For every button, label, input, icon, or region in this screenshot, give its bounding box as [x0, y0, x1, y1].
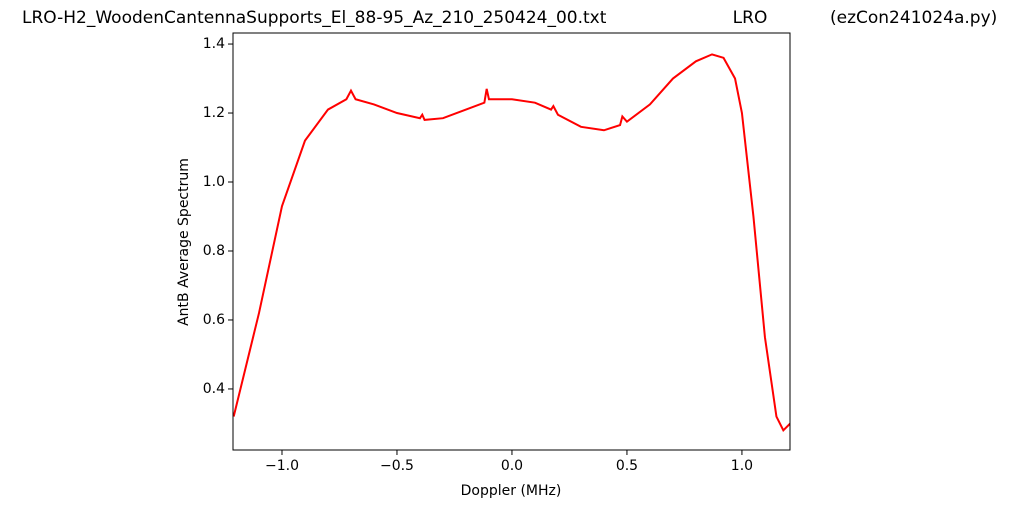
y-tick-label: 0.4	[203, 381, 225, 397]
chart-title: LRO-H2_WoodenCantennaSupports_El_88-95_A…	[22, 8, 607, 28]
x-tick-label: 0.0	[501, 458, 523, 474]
chart-title: LRO	[733, 8, 768, 28]
y-tick-label: 1.4	[203, 36, 225, 52]
y-axis-label: AntB Average Spectrum	[176, 158, 192, 326]
y-tick-label: 1.2	[203, 105, 225, 121]
x-tick-label: −0.5	[380, 458, 414, 474]
x-tick-label: 0.5	[616, 458, 638, 474]
x-axis-label: Doppler (MHz)	[461, 483, 562, 499]
chart-title: (ezCon241024a.py)	[830, 8, 997, 28]
plot-frame	[232, 32, 791, 451]
data-line	[233, 53, 790, 433]
y-tick-label: 0.8	[203, 243, 225, 259]
x-tick-label: −1.0	[265, 458, 299, 474]
y-tick-label: 0.6	[203, 312, 225, 328]
y-tick-label: 1.0	[203, 174, 225, 190]
x-tick-label: 1.0	[731, 458, 753, 474]
